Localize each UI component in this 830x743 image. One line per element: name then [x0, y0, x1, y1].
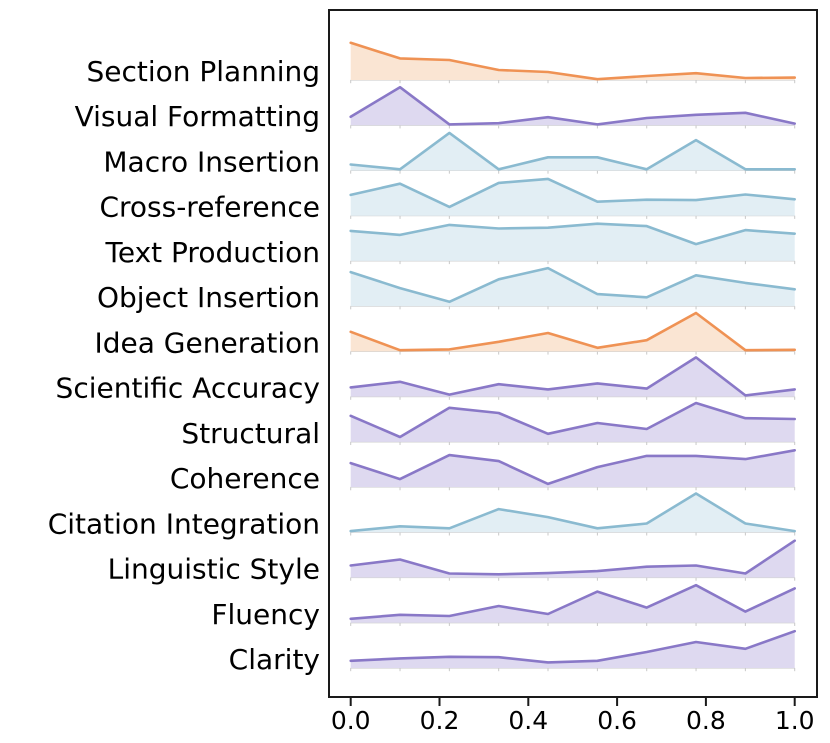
ridge-line	[349, 177, 797, 209]
category-label: Text Production	[105, 236, 321, 269]
ridge-area	[350, 631, 795, 668]
ridge-row-scientific-accuracy	[349, 356, 797, 400]
ridge-line	[349, 356, 797, 397]
ridge-line	[349, 448, 797, 486]
ridge-row-cross-reference	[349, 177, 797, 219]
ridge-row-clarity	[349, 629, 797, 672]
category-label: Coherence	[170, 462, 320, 495]
ridge-line	[349, 629, 797, 664]
ridge-row-text-production	[349, 222, 797, 265]
x-tick-label: 0.8	[686, 706, 726, 735]
ridge-row-section-planning	[349, 41, 797, 84]
ridge-area	[350, 403, 795, 442]
ridge-row-visual-formatting	[349, 85, 797, 129]
ridge-area	[350, 493, 795, 533]
category-label: Idea Generation	[94, 326, 320, 359]
x-axis: 0.0 0.2 0.4 0.6 0.8 1.0	[331, 697, 815, 735]
ridge-row-fluency	[349, 583, 797, 626]
ridge-row-coherence	[349, 448, 797, 491]
ridge-line	[349, 85, 797, 126]
plot-border	[328, 9, 818, 698]
category-label: Macro Insertion	[103, 145, 320, 178]
ridge-area	[350, 268, 795, 307]
category-label: Citation Integration	[48, 507, 320, 540]
ridge-line	[349, 492, 797, 533]
category-label: Scientific Accuracy	[56, 372, 320, 405]
x-tick-label: 0.6	[597, 706, 637, 735]
ridge-line	[349, 311, 797, 352]
ridge-row-object-insertion	[349, 266, 797, 310]
ridge-row-citation-integration	[349, 492, 797, 536]
category-label: Fluency	[211, 598, 320, 631]
ridge-row-linguistic-style	[349, 539, 797, 581]
category-label: Clarity	[229, 643, 320, 676]
category-label: Section Planning	[86, 55, 320, 88]
ridge-area	[350, 223, 795, 261]
category-label: Object Insertion	[97, 281, 320, 314]
ridge-line	[349, 266, 797, 304]
category-label: Structural	[181, 417, 320, 450]
x-tick-label: 1.0	[775, 706, 815, 735]
ridge-area	[350, 132, 795, 171]
ridge-area	[350, 540, 795, 578]
category-labels: Section Planning Visual Formatting Macro I…	[48, 55, 320, 676]
ridge-line	[349, 401, 797, 439]
ridge-area	[350, 313, 795, 352]
x-tick-label: 0.2	[420, 706, 460, 735]
ridge-row-structural	[349, 401, 797, 446]
x-tick-label: 0.0	[331, 706, 371, 735]
ridge-line	[349, 222, 797, 246]
ridge-line	[349, 41, 797, 81]
ridge-rows	[349, 41, 797, 672]
ridge-area	[350, 357, 795, 397]
ridge-line	[349, 131, 797, 171]
x-tick-label: 0.4	[508, 706, 548, 735]
ridge-area	[350, 178, 795, 216]
category-label: Linguistic Style	[108, 553, 320, 586]
ridge-row-idea-generation	[349, 311, 797, 355]
ridge-area	[350, 42, 795, 80]
ridge-line	[349, 539, 797, 576]
ridge-area	[350, 450, 795, 488]
category-label: Cross-reference	[99, 191, 320, 224]
category-label: Visual Formatting	[75, 100, 320, 133]
ridge-row-macro-insertion	[349, 131, 797, 174]
ridge-line	[349, 583, 797, 621]
